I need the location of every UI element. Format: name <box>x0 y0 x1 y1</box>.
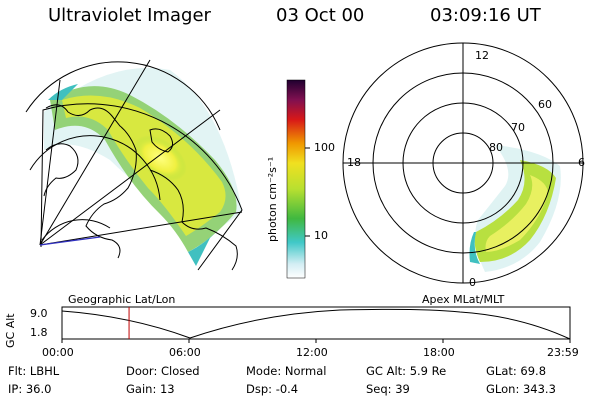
footer-mode: Mode: Normal <box>246 364 327 378</box>
apex-band-edge <box>469 232 480 264</box>
footer-glon-value: 343.3 <box>522 382 556 396</box>
altitude-ytick-top: 9.0 <box>30 307 48 320</box>
lat-label-80: 80 <box>489 141 503 154</box>
footer-glat-value: 69.8 <box>520 364 547 378</box>
geographic-panel <box>25 57 243 271</box>
footer-seq-value: 39 <box>395 382 410 396</box>
apex-caption: Apex MLat/MLT <box>422 293 505 306</box>
colorbar-label-10: 10 <box>314 229 328 242</box>
geo-band-edge <box>188 226 222 266</box>
geo-coastline-2 <box>149 169 238 271</box>
mlt-label-12: 12 <box>475 49 489 62</box>
altitude-x-ticks <box>61 339 571 343</box>
geo-coastline-4 <box>149 128 174 153</box>
x-tick-label-3: 18:00 <box>423 346 455 359</box>
mlt-label-6: 6 <box>578 156 585 169</box>
altitude-curve <box>61 308 571 340</box>
footer-gain: Gain: 13 <box>126 382 175 396</box>
footer-gcalt: GC Alt: 5.9 Re <box>366 364 447 378</box>
apex-auroral-core <box>485 175 548 252</box>
footer-ip-value: 36.0 <box>25 382 52 396</box>
footer-door-value: Closed <box>160 364 200 378</box>
colorbar <box>286 79 310 279</box>
footer-door: Door: Closed <box>126 364 200 378</box>
geo-lon-line-4 <box>39 109 221 246</box>
x-tick-label-0: 00:00 <box>42 346 74 359</box>
geo-lon-line-1 <box>39 59 151 246</box>
geo-band-edge-2 <box>48 84 78 100</box>
geo-subsat-line <box>39 236 101 246</box>
footer-glat: GLat: 69.8 <box>486 364 547 378</box>
time-label: 03:09:16 UT <box>430 5 541 26</box>
footer-flt: Flt: LBHL <box>8 364 60 378</box>
geo-lat-arc-2 <box>29 135 161 201</box>
footer-gcalt-value: 5.9 Re <box>409 364 447 378</box>
geo-boundary <box>40 103 243 271</box>
colorbar-unit-label: photon cm⁻²s⁻¹ <box>266 156 279 242</box>
geo-coastline-3 <box>43 143 79 197</box>
x-tick-label-4: 23:59 <box>547 346 579 359</box>
x-tick-label-2: 12:00 <box>296 346 328 359</box>
lat-label-60: 60 <box>538 98 552 111</box>
footer-ip: IP: 36.0 <box>8 382 52 396</box>
geographic-caption: Geographic Lat/Lon <box>68 293 176 306</box>
altitude-ylabel: GC Alt <box>4 313 17 348</box>
geo-lat-arc-3 <box>41 219 111 241</box>
apex-polar-panel <box>342 42 584 284</box>
altitude-plot <box>61 306 571 343</box>
footer-mode-value: Normal <box>284 364 327 378</box>
geo-coastline-1 <box>45 104 137 259</box>
x-tick-label-1: 06:00 <box>169 346 201 359</box>
footer-dsp-value: -0.4 <box>275 382 299 396</box>
footer-gain-value: 13 <box>159 382 175 396</box>
footer-flt-value: LBHL <box>29 364 60 378</box>
lat-label-70: 70 <box>511 121 525 134</box>
date-label: 03 Oct 00 <box>276 5 365 26</box>
colorbar-label-100: 100 <box>314 141 335 154</box>
mlt-label-18: 18 <box>347 156 361 169</box>
altitude-ytick-bottom: 1.8 <box>30 326 48 339</box>
altitude-plot-frame <box>61 306 571 340</box>
colorbar-scale <box>286 79 306 279</box>
footer-seq: Seq: 39 <box>366 382 410 396</box>
geo-bright-spot <box>133 135 187 181</box>
mlt-label-0: 0 <box>469 276 476 289</box>
instrument-title: Ultraviolet Imager <box>48 5 211 26</box>
geo-lat-arc-1 <box>25 61 221 131</box>
footer-glon: GLon: 343.3 <box>486 382 556 396</box>
footer-dsp: Dsp: -0.4 <box>246 382 299 396</box>
geo-lon-line-3 <box>39 79 61 246</box>
geo-lon-line-2 <box>39 211 243 246</box>
